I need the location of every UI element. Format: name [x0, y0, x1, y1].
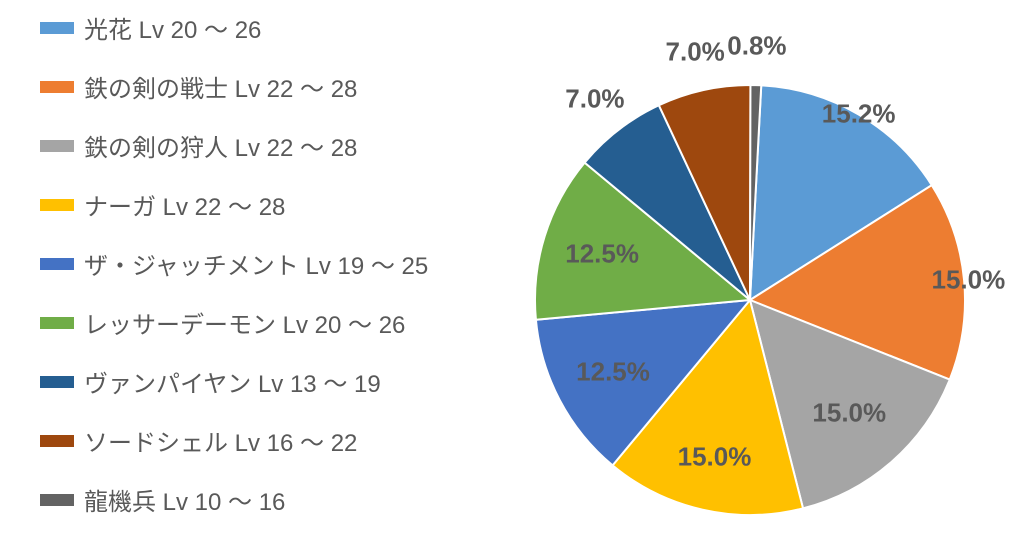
legend: 光花 Lv 20 ～ 26 鉄の剣の戦士 Lv 22 ～ 28 鉄の剣の狩人 Lv … — [0, 0, 450, 541]
legend-item: ヴァンパイヤン Lv 13 ～ 19 — [40, 364, 450, 399]
legend-item: ソードシェル Lv 16 ～ 22 — [40, 423, 450, 458]
legend-swatch — [40, 199, 74, 211]
legend-swatch — [40, 81, 74, 93]
legend-swatch — [40, 22, 74, 34]
pie-slice-label: 12.5% — [576, 357, 650, 388]
legend-swatch — [40, 494, 74, 506]
legend-item: ザ・ジャッチメント Lv 19 ～ 25 — [40, 246, 450, 281]
legend-label: 鉄の剣の戦士 Lv 22 ～ 28 — [84, 69, 357, 104]
legend-swatch — [40, 435, 74, 447]
chart-container: 光花 Lv 20 ～ 26 鉄の剣の戦士 Lv 22 ～ 28 鉄の剣の狩人 Lv … — [0, 0, 1024, 541]
legend-item: レッサーデーモン Lv 20 ～ 26 — [40, 305, 450, 340]
legend-item: 鉄の剣の戦士 Lv 22 ～ 28 — [40, 69, 450, 104]
legend-label: 龍機兵 Lv 10 ～ 16 — [84, 482, 285, 517]
legend-item: ナーガ Lv 22 ～ 28 — [40, 187, 450, 222]
legend-label: ヴァンパイヤン Lv 13 ～ 19 — [84, 364, 381, 399]
pie-chart-area: 15.2%15.0%15.0%15.0%12.5%12.5%7.0%7.0%0.… — [450, 0, 1024, 541]
legend-item: 光花 Lv 20 ～ 26 — [40, 10, 450, 45]
pie-slice-label: 15.0% — [812, 398, 886, 429]
pie-slice-label: 15.0% — [678, 442, 752, 473]
legend-label: ナーガ Lv 22 ～ 28 — [84, 187, 285, 222]
legend-label: 鉄の剣の狩人 Lv 22 ～ 28 — [84, 128, 357, 163]
legend-swatch — [40, 140, 74, 152]
legend-swatch — [40, 317, 74, 329]
pie-slice-label: 7.0% — [666, 37, 725, 68]
legend-swatch — [40, 376, 74, 388]
legend-swatch — [40, 258, 74, 270]
pie-slice-label: 12.5% — [565, 239, 639, 270]
legend-label: ソードシェル Lv 16 ～ 22 — [84, 423, 357, 458]
legend-label: 光花 Lv 20 ～ 26 — [84, 10, 261, 45]
pie-slice-label: 0.8% — [727, 31, 786, 62]
pie-slice-label: 7.0% — [565, 84, 624, 115]
legend-label: ザ・ジャッチメント Lv 19 ～ 25 — [84, 246, 428, 281]
legend-item: 龍機兵 Lv 10 ～ 16 — [40, 482, 450, 517]
legend-label: レッサーデーモン Lv 20 ～ 26 — [84, 305, 405, 340]
pie-slice-label: 15.2% — [822, 99, 896, 130]
legend-item: 鉄の剣の狩人 Lv 22 ～ 28 — [40, 128, 450, 163]
pie-slice-label: 15.0% — [931, 264, 1005, 295]
